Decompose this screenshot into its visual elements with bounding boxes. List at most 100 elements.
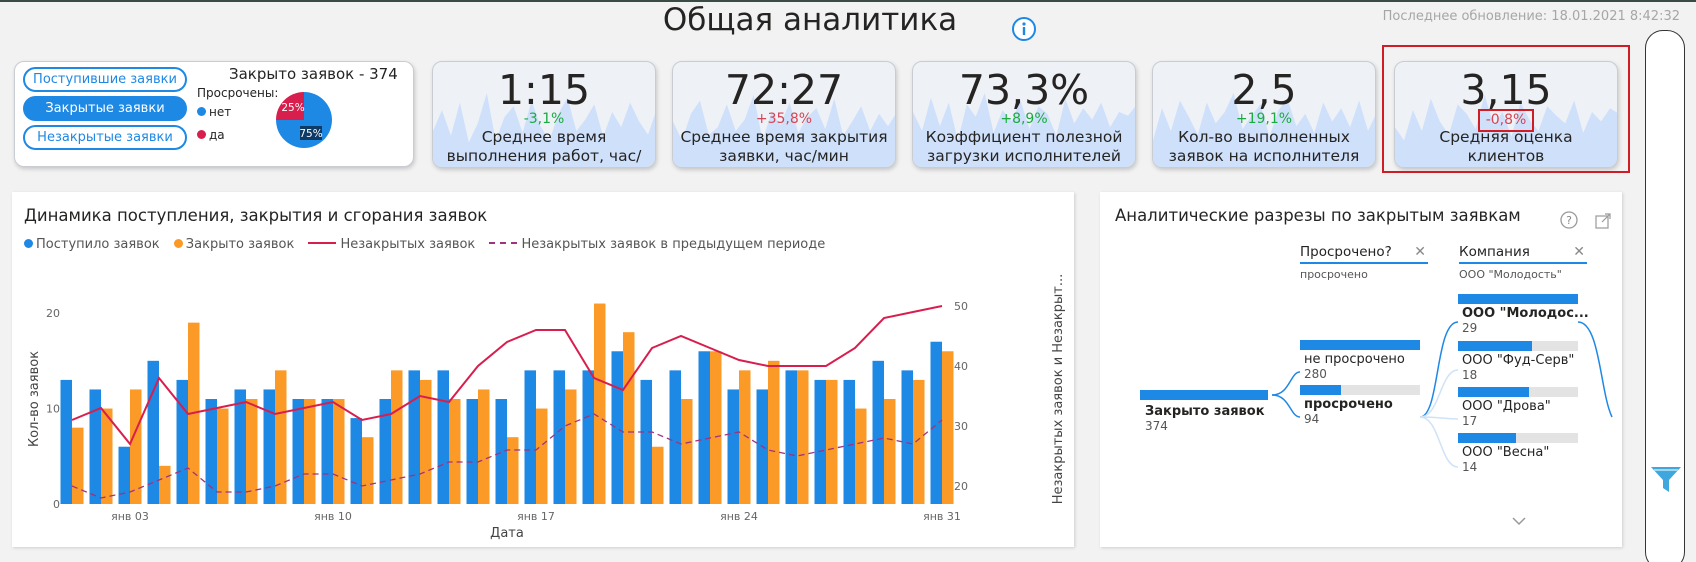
legend-closed-label: Закрыто заявок <box>185 237 295 252</box>
legend-dot-icon <box>197 130 206 139</box>
bar-closed <box>101 408 113 504</box>
legend-incoming[interactable]: Поступило заявок <box>24 237 160 252</box>
filter-card: Поступившие заявки Закрытые заявки Незак… <box>14 61 414 167</box>
legend-dot-icon <box>197 107 206 116</box>
level1-node[interactable]: просрочено 94 <box>1304 397 1393 426</box>
node-value: 94 <box>1304 412 1320 426</box>
kpi-card-close-time[interactable]: 72:27 +35,8% Среднее время закрытия заяв… <box>672 61 896 168</box>
kpi-card-client-rating[interactable]: 3,15 -0,8% Средняя оценка клиентов <box>1394 61 1618 168</box>
bar-incoming <box>60 379 72 504</box>
chevron-down-icon[interactable] <box>1511 515 1527 527</box>
kpi-value: 3,15 <box>1460 66 1552 114</box>
kpi-card-utilization[interactable]: 73,3% +8,9% Коэффициент полезной загрузк… <box>912 61 1136 168</box>
level2-bar[interactable] <box>1458 294 1578 304</box>
node-label: ООО "Весна" <box>1462 445 1550 460</box>
level1-node[interactable]: не просрочено 280 <box>1304 352 1405 381</box>
level2-bar[interactable] <box>1458 341 1578 351</box>
bar-closed <box>594 303 606 504</box>
bar-fill <box>1300 385 1341 395</box>
kpi-value: 2,5 <box>1231 66 1297 114</box>
info-icon[interactable] <box>1011 16 1037 42</box>
level1-bar[interactable] <box>1300 340 1420 350</box>
bar-incoming <box>234 389 246 504</box>
legend-no: нет <box>197 105 231 119</box>
close-icon[interactable]: ✕ <box>1573 244 1585 260</box>
level2-bar[interactable] <box>1458 433 1578 443</box>
dynamics-combo-chart[interactable]: 0 10 20 20 30 40 50 Кол-во заявок Незакрытых зая… <box>12 192 1074 547</box>
root-bar[interactable] <box>1140 390 1268 400</box>
x-tick-label: янв 10 <box>314 510 352 523</box>
legend-dot-icon <box>173 239 183 248</box>
open-requests-button[interactable]: Незакрытые заявки <box>23 125 187 150</box>
x-tick-label: янв 24 <box>720 510 758 523</box>
kpi-label: Кол-во выполненных заявок на исполнителя <box>1168 128 1360 165</box>
close-icon[interactable]: ✕ <box>1414 244 1426 260</box>
level2-node[interactable]: ООО "Дрова" 17 <box>1462 399 1551 428</box>
incoming-requests-button[interactable]: Поступившие заявки <box>23 67 187 92</box>
chart-legend: Поступило заявок Закрыто заявок Незакрыт… <box>24 237 835 252</box>
pie-slice <box>276 92 304 120</box>
decomposition-title: Аналитические разрезы по закрытым заявка… <box>1115 206 1521 225</box>
level2-bar[interactable] <box>1458 387 1578 397</box>
bar-fill <box>1458 387 1529 397</box>
bar-incoming <box>698 351 710 504</box>
bar-closed <box>159 465 171 504</box>
node-label: ООО "Дрова" <box>1462 399 1551 414</box>
help-icon[interactable]: ? <box>1559 210 1579 230</box>
y-tick-label: 20 <box>46 307 60 320</box>
bar-incoming <box>930 341 942 504</box>
legend-no-label: нет <box>209 105 232 119</box>
kpi-card-work-time[interactable]: 1:15 -3,1% Среднее время выполнения рабо… <box>432 61 656 168</box>
drill-header-company[interactable]: Компания ✕ <box>1459 244 1587 264</box>
bar-closed <box>942 351 954 504</box>
bar-fill <box>1458 294 1578 304</box>
bar-incoming <box>408 370 420 504</box>
overdue-pie-chart[interactable]: 25% 75% <box>274 90 334 150</box>
node-label: ООО "Молодос... <box>1462 306 1589 321</box>
bar-fill <box>1458 341 1533 351</box>
legend-open[interactable]: Незакрытых заявок <box>308 237 475 252</box>
bar-incoming <box>176 379 188 504</box>
drill-selected-overdue: просрочено <box>1300 268 1368 281</box>
kpi-value: 72:27 <box>724 66 844 114</box>
bar-fill <box>1458 433 1516 443</box>
bar-closed <box>913 379 925 504</box>
kpi-value: 1:15 <box>497 66 591 114</box>
filter-funnel-icon[interactable] <box>1649 463 1683 497</box>
drill-header-label: Просрочено? <box>1300 244 1392 260</box>
bar-incoming <box>379 399 391 504</box>
bar-closed <box>333 399 345 504</box>
bar-closed <box>768 360 780 504</box>
root-node[interactable]: Закрыто заявок 374 <box>1145 404 1265 433</box>
level2-node[interactable]: ООО "Молодос... 29 <box>1462 306 1589 335</box>
closed-requests-button[interactable]: Закрытые заявки <box>23 96 187 121</box>
bar-incoming <box>814 379 826 504</box>
bar-incoming <box>263 389 275 504</box>
svg-text:?: ? <box>1566 214 1572 227</box>
level2-node[interactable]: ООО "Фуд-Серв" 18 <box>1462 353 1574 382</box>
annotation-highlight-box <box>1382 45 1630 173</box>
bar-closed <box>478 389 490 504</box>
kpi-card-per-executor[interactable]: 2,5 +19,1% Кол-во выполненных заявок на … <box>1152 61 1376 168</box>
page-title: Общая аналитика <box>662 2 958 38</box>
x-tick-label: янв 17 <box>517 510 555 523</box>
expand-icon[interactable] <box>1594 212 1612 230</box>
overdue-legend-title: Просрочены: <box>197 86 279 100</box>
level1-bar[interactable] <box>1300 385 1420 395</box>
bar-closed <box>449 399 461 504</box>
bar-closed <box>275 370 287 504</box>
bar-incoming <box>553 370 565 504</box>
legend-closed[interactable]: Закрыто заявок <box>173 237 295 252</box>
bar-closed <box>652 446 664 504</box>
bar-closed <box>362 437 374 504</box>
legend-open-prev[interactable]: Незакрытых заявок в предыдущем периоде <box>489 237 825 252</box>
bar-incoming <box>611 351 623 504</box>
bar-incoming <box>524 370 536 504</box>
bar-closed <box>739 370 751 504</box>
x-axis-label: Дата <box>490 526 524 541</box>
drill-header-overdue[interactable]: Просрочено? ✕ <box>1300 244 1428 264</box>
last-update-text: Последнее обновление: 18.01.2021 8:42:32 <box>1382 9 1680 24</box>
closed-count-title: Закрыто заявок - 374 <box>229 65 398 83</box>
level2-node[interactable]: ООО "Весна" 14 <box>1462 445 1549 474</box>
kpi-delta: -0,8% <box>1395 109 1617 132</box>
